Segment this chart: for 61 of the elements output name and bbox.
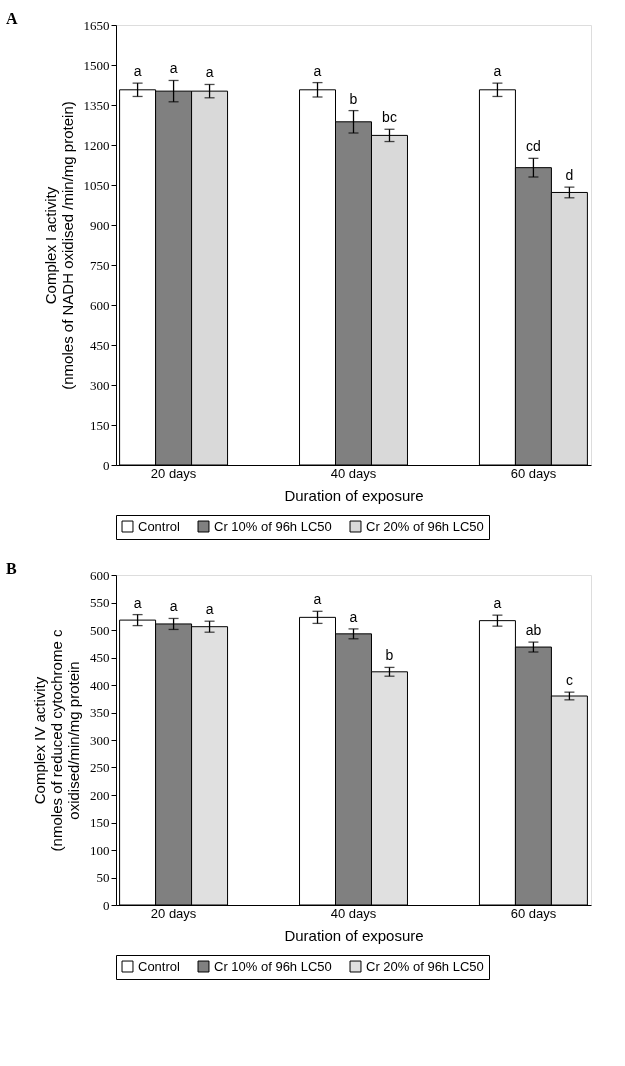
y-tick-label: 600 <box>90 297 110 313</box>
y-tick-label: 750 <box>90 257 110 273</box>
legend-label: Cr 10% of 96h LC50 <box>214 958 332 974</box>
data-label: a <box>349 608 358 625</box>
y-tick-label: 500 <box>90 622 110 638</box>
x-tick-label: 60 days <box>510 905 557 921</box>
y-tick-label: 150 <box>90 417 110 433</box>
y-tick-label: 1500 <box>83 57 110 73</box>
legend-label: Control <box>138 518 181 534</box>
y-tick-label: 1650 <box>83 17 110 33</box>
y-tick-label: 200 <box>90 787 110 803</box>
legend-label: Cr 20% of 96h LC50 <box>366 518 484 534</box>
y-tick-label: 900 <box>90 217 110 233</box>
y-tick-label: 0 <box>103 897 110 913</box>
data-label: a <box>313 591 322 608</box>
data-label: d <box>565 167 574 184</box>
y-tick-label: 550 <box>90 595 110 610</box>
data-label: a <box>493 595 502 612</box>
x-tick-label: 60 days <box>510 465 557 481</box>
x-axis-title: Duration of exposure <box>284 486 424 504</box>
y-tick-label: 50 <box>96 870 110 885</box>
x-tick-label: 20 days <box>150 905 197 921</box>
legend-label: Cr 10% of 96h LC50 <box>214 518 332 534</box>
data-label: a <box>205 601 214 618</box>
y-tick-label: 1350 <box>83 97 110 113</box>
x-axis-title: Duration of exposure <box>284 926 424 944</box>
data-label: c <box>565 672 573 689</box>
y-tick-label: 150 <box>90 815 110 830</box>
legend-label: Cr 20% of 96h LC50 <box>366 958 484 974</box>
y-tick-label: 1200 <box>83 137 110 153</box>
legend-label: Control <box>138 958 181 974</box>
data-label: a <box>205 64 214 81</box>
y-tick-label: 300 <box>90 732 110 748</box>
data-label: ab <box>525 622 542 639</box>
chart-title: B <box>6 560 17 577</box>
y-tick-label: 450 <box>90 650 110 665</box>
y-tick-label: 100 <box>90 842 110 858</box>
y-tick-label: 600 <box>90 567 110 583</box>
data-label: a <box>169 598 178 615</box>
y-tick-label: 1050 <box>83 177 110 193</box>
y-tick-label: 350 <box>90 705 110 720</box>
y-tick-label: 250 <box>90 760 110 775</box>
y-tick-label: 0 <box>103 457 110 473</box>
data-label: cd <box>526 138 541 155</box>
y-tick-label: 400 <box>90 677 110 693</box>
data-label: a <box>169 60 178 77</box>
data-label: a <box>493 63 502 80</box>
x-tick-label: 20 days <box>150 465 197 481</box>
data-label: a <box>133 63 142 80</box>
data-label: a <box>133 594 142 611</box>
data-label: a <box>313 62 322 79</box>
x-tick-label: 40 days <box>330 465 377 481</box>
y-axis-title: Complex IV activity (nmoles of reduced cytochrome c oxidised/min/mg protein <box>31 629 82 852</box>
y-axis-title: Complex I activity (nmoles of NADH oxidised /min/mg protein) <box>41 101 76 390</box>
x-tick-label: 40 days <box>330 905 377 921</box>
y-tick-label: 300 <box>90 377 110 393</box>
data-label: bc <box>382 109 397 126</box>
chart-title: A <box>6 10 18 27</box>
data-label: b <box>349 90 358 107</box>
y-tick-label: 450 <box>90 337 110 353</box>
data-label: b <box>385 647 394 664</box>
